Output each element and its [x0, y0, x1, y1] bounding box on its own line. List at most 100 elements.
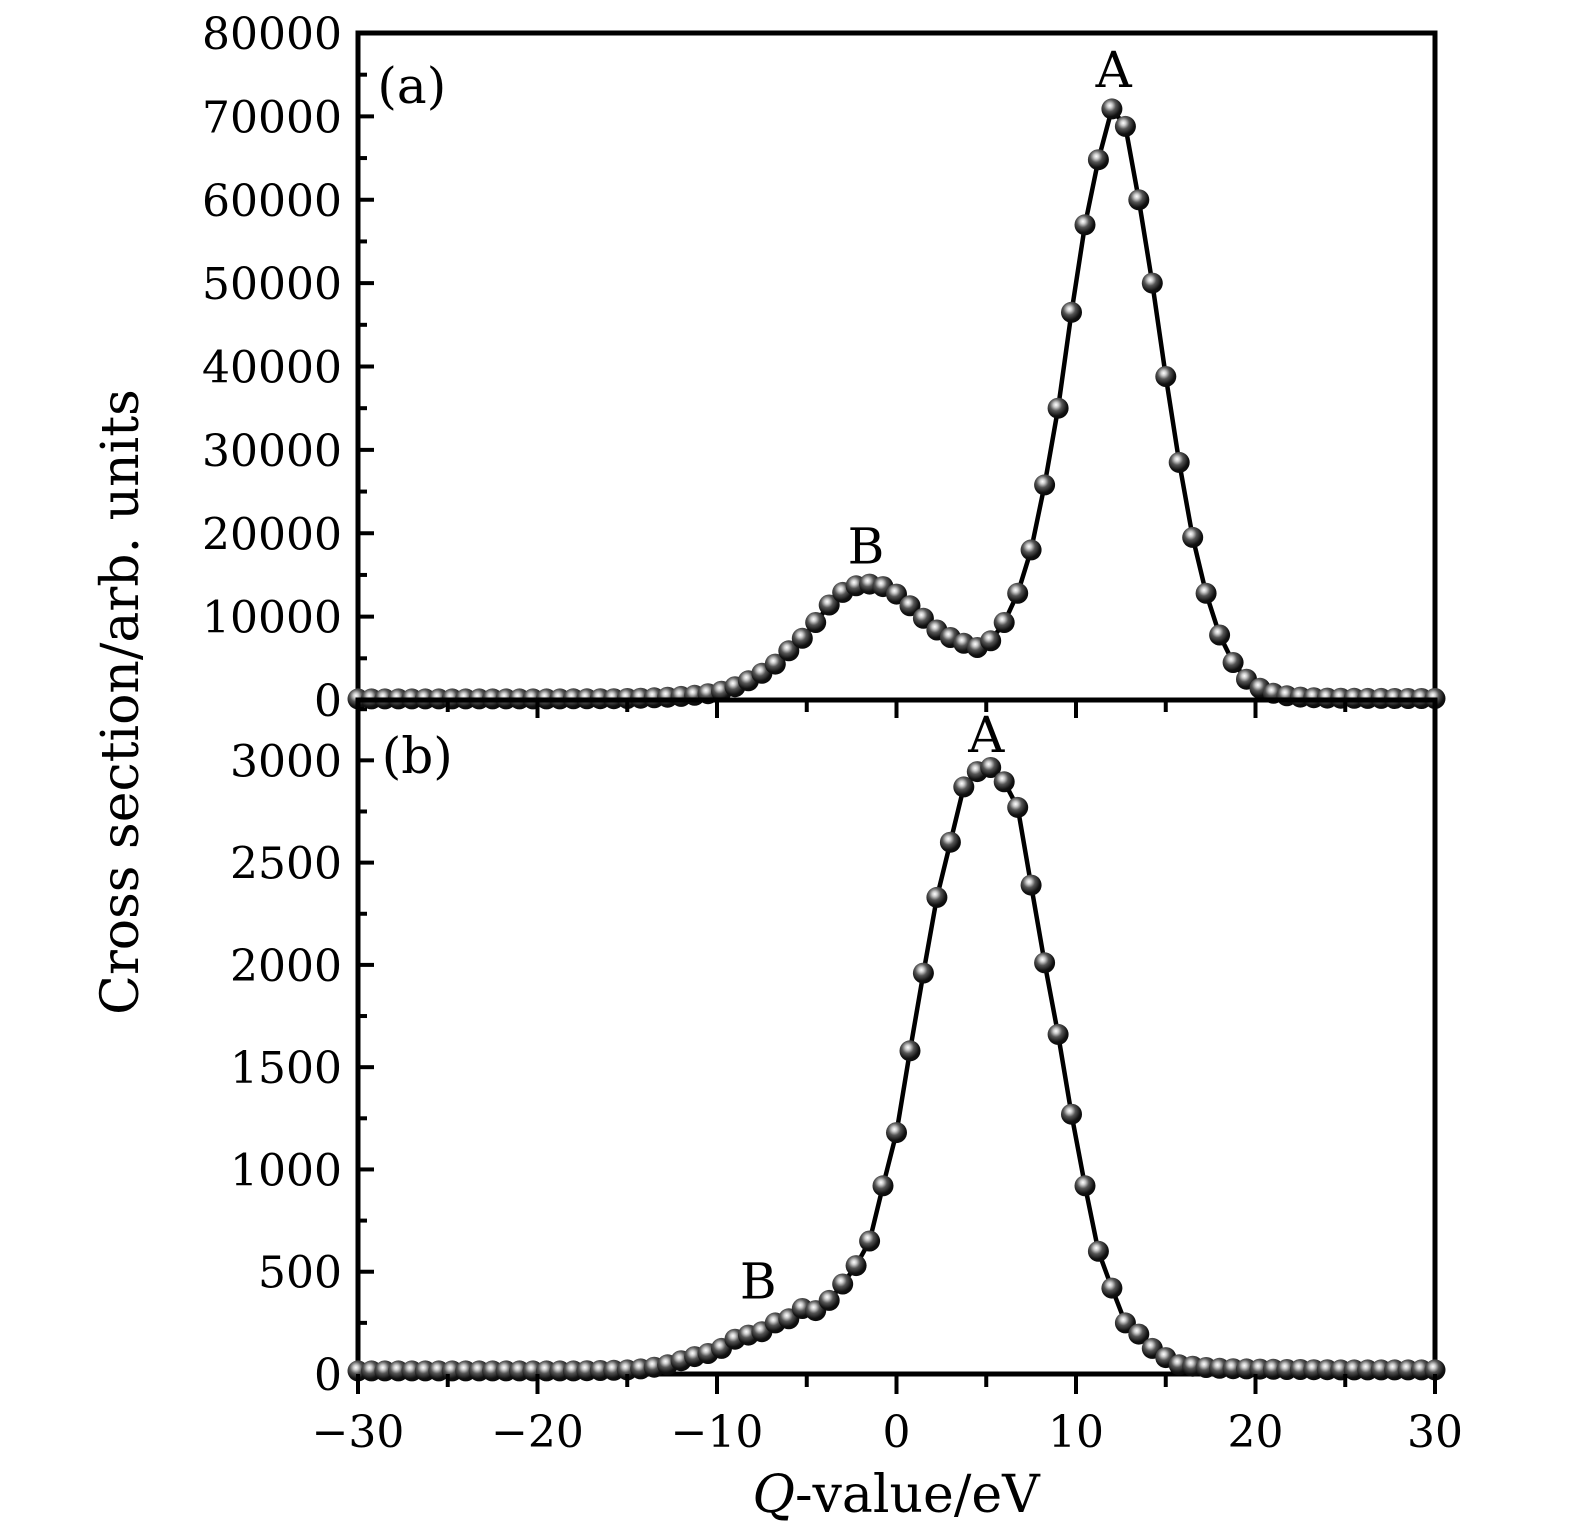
y-tick-label-a-50000-text: 50000: [202, 259, 342, 310]
data-point: [993, 771, 1015, 793]
x-axis-title: Q-value/eV: [752, 1465, 1041, 1525]
x-tick-label-20-text: 20: [1228, 1407, 1284, 1458]
y-tick-label-a-80000-text: 80000: [202, 9, 342, 60]
data-point: [1114, 115, 1136, 137]
data-point: [939, 831, 961, 853]
x-tick-label--20-text: −20: [491, 1407, 584, 1458]
data-point: [1007, 582, 1029, 604]
data-point: [1128, 189, 1150, 211]
data-point: [886, 1122, 907, 1144]
x-tick-label-30: 30: [1407, 1407, 1463, 1458]
data-point: [980, 757, 1002, 778]
data-point: [1087, 1240, 1109, 1262]
data-point: [1182, 526, 1204, 548]
data-point: [1101, 98, 1123, 120]
data-point: [1061, 301, 1082, 323]
data-point: [1141, 272, 1163, 294]
data-point: [1074, 1175, 1096, 1197]
data-point: [1061, 1103, 1082, 1125]
peak-label-A-a-text: A: [1095, 41, 1133, 99]
y-tick-label-a-10000-text: 10000: [202, 593, 342, 644]
data-point: [993, 612, 1015, 633]
panel-label-b-b: (b): [382, 727, 453, 785]
data-point: [1101, 1277, 1123, 1299]
y-tick-label-a-30000: 30000: [202, 426, 342, 477]
data-point: [832, 1273, 854, 1295]
y-tick-label-b-500-text: 500: [258, 1248, 342, 1299]
data-point: [1155, 366, 1177, 387]
data-point: [818, 594, 840, 616]
peak-label-B-a: B: [848, 517, 885, 575]
y-tick-label-b-3000-text: 3000: [230, 736, 342, 787]
data-point: [953, 776, 975, 798]
y-tick-label-a-60000: 60000: [202, 176, 342, 227]
peak-label-B-b: B: [740, 1252, 777, 1310]
data-point: [1047, 397, 1069, 419]
data-point: [1128, 1323, 1150, 1345]
x-tick-label-0-text: 0: [883, 1407, 911, 1458]
x-axis-title-text: Q: [752, 1465, 795, 1525]
x-tick-label--10-text: −10: [671, 1407, 764, 1458]
data-point: [1087, 149, 1109, 171]
y-tick-label-b-2000: 2000: [230, 941, 342, 992]
x-axis-title-text: -value/eV: [795, 1465, 1041, 1525]
x-tick-label-20: 20: [1228, 1407, 1284, 1458]
data-point: [912, 962, 934, 984]
y-tick-label-a-40000: 40000: [202, 343, 342, 394]
x-tick-label-10-text: 10: [1048, 1407, 1104, 1458]
y-tick-label-a-20000: 20000: [202, 509, 342, 560]
data-point: [1034, 952, 1056, 974]
peak-label-A-a: A: [1095, 41, 1133, 99]
peak-label-A-b: A: [967, 706, 1005, 764]
x-tick-label--20: −20: [491, 1407, 584, 1458]
y-tick-label-a-60000-text: 60000: [202, 176, 342, 227]
y-tick-label-b-1000: 1000: [230, 1145, 342, 1196]
y-tick-label-b-3000: 3000: [230, 736, 342, 787]
panel-label-b-b-text: (b): [382, 727, 453, 785]
data-point: [872, 1175, 894, 1197]
data-point: [1209, 624, 1231, 646]
data-point: [818, 1289, 840, 1311]
y-tick-label-a-30000-text: 30000: [202, 426, 342, 477]
y-tick-label-b-2000-text: 2000: [230, 941, 342, 992]
x-tick-label--30-text: −30: [312, 1407, 405, 1458]
y-axis-title-text: Cross section/arb. units: [91, 389, 151, 1015]
data-point: [1168, 451, 1190, 473]
y-tick-label-a-20000-text: 20000: [202, 509, 342, 560]
panel-label-a-a: (a): [377, 57, 446, 115]
data-point: [845, 1255, 867, 1277]
y-tick-label-b-1000-text: 1000: [230, 1145, 342, 1196]
panel-a: [347, 30, 1446, 710]
y-tick-label-a-80000: 80000: [202, 9, 342, 60]
data-point: [1195, 582, 1217, 604]
data-point: [1047, 1023, 1069, 1045]
data-point: [1034, 474, 1056, 496]
data-point: [791, 627, 813, 649]
data-point: [980, 630, 1002, 652]
data-point: [859, 1230, 881, 1252]
data-point: [926, 886, 948, 908]
data-point: [1007, 796, 1029, 818]
data-point: [1424, 1359, 1446, 1381]
data-point: [1074, 214, 1096, 236]
x-tick-label-30-text: 30: [1407, 1407, 1463, 1458]
peak-label-B-a-text: B: [848, 517, 885, 575]
panel-label-a-a-text: (a): [377, 57, 446, 115]
y-tick-label-b-500: 500: [258, 1248, 342, 1299]
y-tick-label-a-70000: 70000: [202, 92, 342, 143]
y-tick-label-b-2500: 2500: [230, 839, 342, 890]
y-tick-label-b-1500-text: 1500: [230, 1043, 342, 1094]
data-point: [899, 595, 921, 617]
y-tick-label-a-0: 0: [314, 676, 342, 727]
data-point: [1020, 539, 1042, 561]
y-tick-label-a-10000: 10000: [202, 593, 342, 644]
y-tick-label-a-70000-text: 70000: [202, 92, 342, 143]
peak-label-B-b-text: B: [740, 1252, 777, 1310]
data-point: [805, 612, 827, 633]
data-point: [778, 640, 800, 662]
x-tick-label-0: 0: [883, 1407, 911, 1458]
y-axis-title: Cross section/arb. units: [91, 389, 151, 1015]
y-tick-label-a-50000: 50000: [202, 259, 342, 310]
